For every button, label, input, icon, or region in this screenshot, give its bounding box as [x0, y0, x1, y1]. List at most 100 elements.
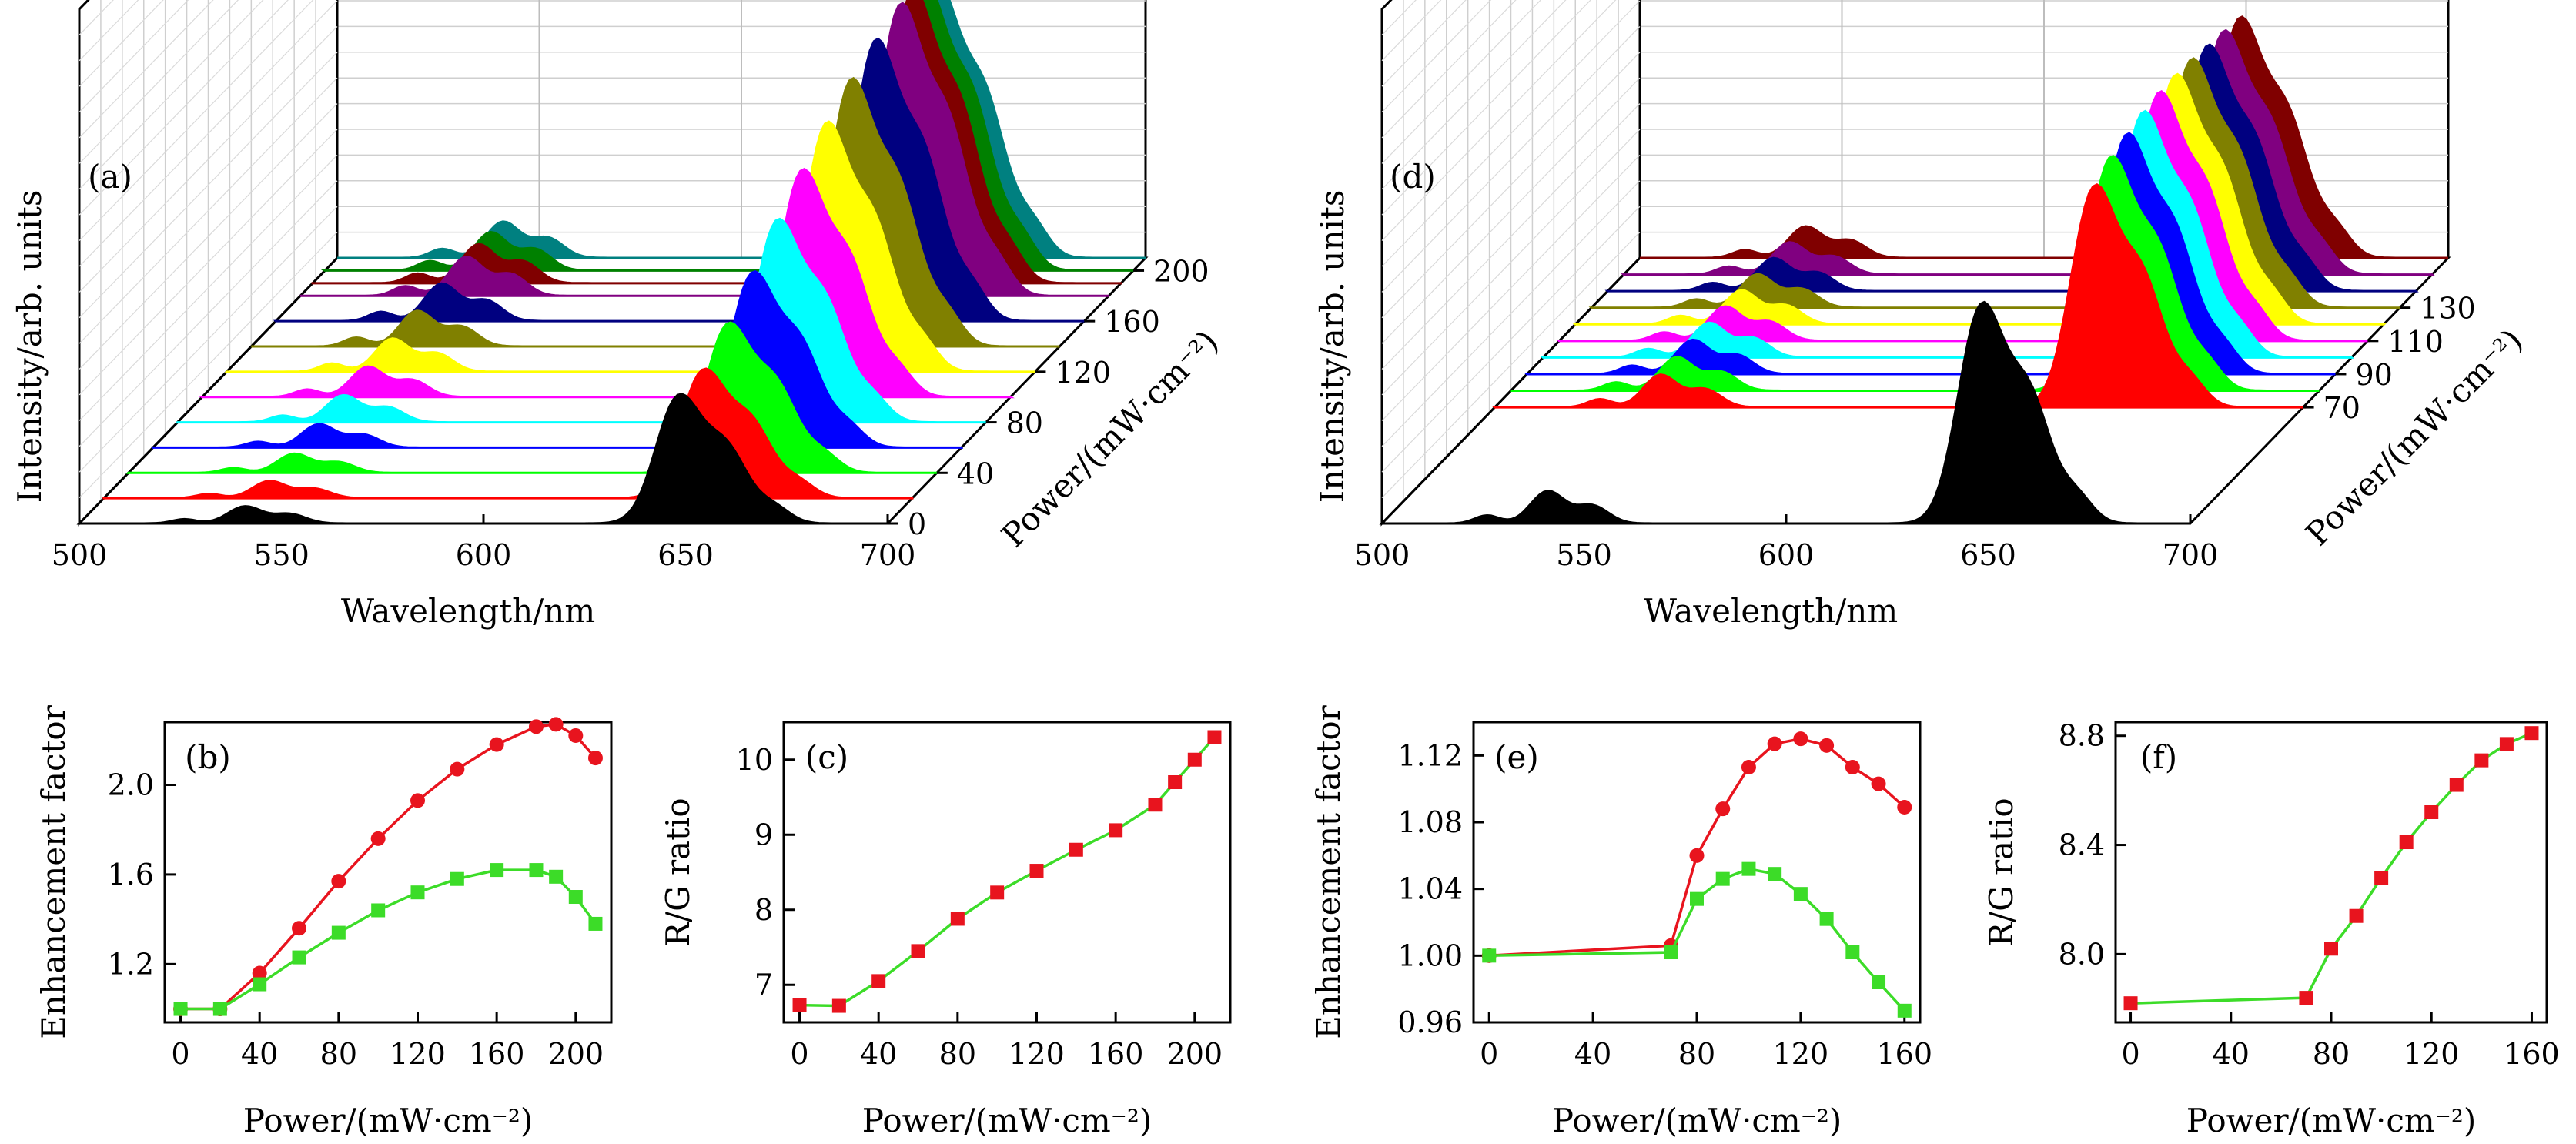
side-grid-h [79, 180, 338, 447]
x-tick-label-550: 550 [1556, 538, 1612, 572]
panel-label: (a) [88, 158, 132, 196]
spectrum-power-0 [1382, 300, 2190, 525]
x-tick-label-650: 650 [657, 538, 714, 572]
data-point [568, 728, 584, 743]
x-tick-label: 200 [548, 1037, 604, 1071]
x-tick-label-700: 700 [860, 538, 916, 572]
y-axis-label: Intensity/arb. units [11, 190, 49, 503]
data-point [549, 869, 564, 884]
panel-d-3d-spectra: 500 550 600 650 700 Wavelength/nm 7090110130Po… [1313, 0, 2530, 630]
y-tick-label: 1.00 [1397, 938, 1463, 972]
side-grid-h [1381, 154, 1641, 421]
data-point [1897, 800, 1912, 815]
side-grid-h [1381, 0, 1617, 242]
data-point [871, 974, 886, 988]
x-tick-label: 120 [1773, 1037, 1829, 1071]
side-grid-h [1381, 25, 1641, 293]
data-point [950, 912, 965, 926]
data-point [2299, 991, 2313, 1005]
side-grid-h [79, 103, 338, 370]
spectra [79, 0, 1146, 525]
x-tick-label: 200 [1167, 1037, 1223, 1071]
data-point [2474, 753, 2489, 768]
data-point [1690, 891, 1704, 906]
x-tick-label: 0 [1480, 1037, 1498, 1071]
data-point [173, 1002, 188, 1016]
data-point [2449, 778, 2464, 792]
data-point [1187, 752, 1202, 767]
data-point [1029, 864, 1044, 878]
data-point [450, 761, 465, 777]
side-grid-h [79, 0, 314, 242]
side-grid-h [1381, 0, 1467, 87]
side-grid-h [1381, 77, 1641, 344]
data-point [529, 863, 544, 878]
x-tick-label-500: 500 [52, 538, 108, 572]
x-axis-label: Power/(mW·cm⁻²) [2186, 1102, 2476, 1139]
x-tick-label: 120 [1009, 1037, 1065, 1071]
series-line [1489, 867, 1906, 1012]
y-axis-label: R/G ratio [659, 798, 697, 946]
x-tick-label: 160 [2504, 1037, 2560, 1071]
power-tick-label-160: 160 [1104, 305, 1160, 339]
data-point [2349, 908, 2364, 923]
y-tick-label: 2.0 [108, 768, 154, 801]
x-tick-label: 120 [390, 1037, 446, 1071]
panel-c-rg-ratio-chart: 0 40 80 120 160 200 Power/(mW·cm⁻²) 7 8 9 10 R/G ra… [659, 721, 1232, 1139]
side-grid-h [79, 0, 264, 190]
y-tick-label: 1.08 [1397, 805, 1463, 839]
series-line [799, 736, 1216, 1008]
x-tick-label-700: 700 [2163, 538, 2219, 572]
power-tick-label-70: 70 [2323, 391, 2360, 425]
y-tick-label: 0.96 [1397, 1005, 1463, 1039]
y-axis-label: R/G ratio [1982, 798, 2020, 946]
side-grid-h [79, 0, 338, 267]
data-point [371, 903, 386, 918]
data-point [1741, 861, 1756, 876]
side-grid-h [1381, 180, 1641, 447]
data-point [548, 717, 564, 732]
data-point [990, 885, 1005, 900]
data-point [1897, 1003, 1912, 1018]
y-axis-label: Intensity/arb. units [1313, 190, 1351, 503]
side-grid-h [79, 0, 214, 139]
x-tick-label: 40 [2213, 1037, 2250, 1071]
data-point [1793, 731, 1808, 747]
side-grid-h [1381, 0, 1641, 267]
panel-label: (d) [1390, 158, 1436, 196]
y-axis: 7 8 9 10 R/G ratio [659, 743, 795, 1002]
data-point [1664, 945, 1678, 959]
x-axis-label: Power/(mW·cm⁻²) [862, 1102, 1152, 1139]
data-point [292, 921, 307, 936]
data-point [292, 950, 306, 965]
y-tick-label: 8.0 [2059, 937, 2105, 971]
data-point [1168, 775, 1183, 789]
y-tick-label: 9 [754, 818, 773, 851]
side-grid-h [79, 0, 239, 164]
x-tick-label-500: 500 [1354, 538, 1410, 572]
x-tick-label-550: 550 [253, 538, 309, 572]
series-1 [173, 863, 603, 1016]
data-point [528, 719, 544, 734]
data-point [2524, 726, 2539, 741]
data-point [1741, 760, 1756, 774]
power-tick-label-0: 0 [908, 507, 926, 541]
power-tick-label-40: 40 [957, 457, 994, 490]
x-tick-label: 40 [1574, 1037, 1611, 1071]
data-point [588, 916, 603, 931]
side-grid-h [79, 129, 338, 396]
data-point [1207, 730, 1222, 744]
data-point [1793, 887, 1808, 901]
data-point [2499, 737, 2514, 751]
data-point [1872, 975, 1886, 989]
x-axis-label: Wavelength/nm [1644, 592, 1898, 630]
spectrum-power-70 [1491, 183, 2307, 409]
panel-e-enhancement-chart: 0 40 80 120 160 Power/(mW·cm⁻²) 0.96 1.00 1.04 1.… [1310, 704, 1932, 1139]
side-grid-h [79, 0, 139, 62]
data-point [1845, 760, 1860, 774]
data-point [1768, 867, 1782, 881]
x-tick-label: 80 [2313, 1037, 2350, 1071]
data-point [489, 737, 504, 752]
x-tick-label: 160 [1877, 1037, 1933, 1071]
